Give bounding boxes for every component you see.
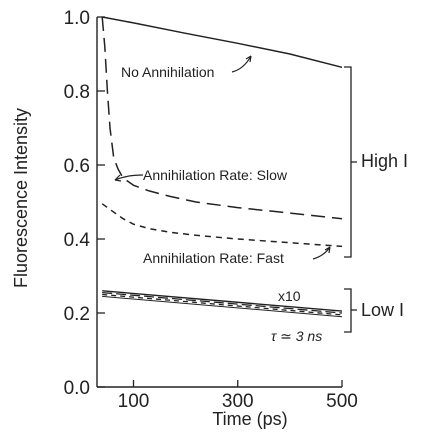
slow-rate-arrowhead [114, 174, 122, 182]
low-intensity-curve-1 [102, 290, 343, 312]
x10-label: x10 [278, 288, 301, 304]
y-tick-label: 0.4 [64, 230, 91, 251]
x-tick-label: 100 [118, 391, 150, 412]
fast-annihilation-curve [101, 203, 343, 248]
y-axis-title: Fluorescence Intensity [11, 108, 31, 288]
fast-rate-arrowhead [324, 246, 331, 254]
low-intensity-curve-3 [102, 293, 343, 316]
high-bracket-label: High I [361, 151, 408, 171]
y-tick-label: 1.0 [64, 8, 90, 29]
y-tick-label: 0.0 [64, 378, 90, 399]
fast-rate-label: Annihilation Rate: Fast [143, 250, 284, 266]
no-annihilation-label: No Annihilation [121, 64, 214, 80]
annotation-group: No Annihilation Annihilation Rate: Slow … [114, 55, 408, 344]
slow-rate-arrow [114, 174, 144, 181]
plot-frame: 0.0 0.2 0.4 0.6 0.8 1.0 100 300 500 [64, 8, 358, 412]
slow-annihilation-curve [101, 16, 343, 220]
low-bracket [344, 288, 357, 333]
x-tick-label: 500 [326, 391, 358, 412]
low-intensity-curve-2 [102, 291, 343, 314]
y-tick-label: 0.6 [64, 156, 90, 177]
fast-rate-arrow [312, 246, 331, 260]
low-bracket-label: Low I [361, 300, 404, 320]
low-intensity-curve-4 [102, 295, 343, 318]
high-bracket [344, 66, 357, 258]
x-tick-label: 300 [222, 391, 254, 412]
no-annihilation-curve [102, 16, 343, 69]
tau-label: τ ≃ 3 ns [271, 328, 322, 344]
series-group [101, 16, 343, 318]
y-tick-label: 0.8 [64, 82, 90, 103]
x-axis-title: Time (ps) [212, 409, 287, 429]
no-annihilation-arrowhead [245, 55, 252, 63]
y-tick-label: 0.2 [64, 304, 90, 325]
no-annihilation-arrow [231, 55, 252, 73]
slow-rate-label: Annihilation Rate: Slow [143, 167, 288, 183]
